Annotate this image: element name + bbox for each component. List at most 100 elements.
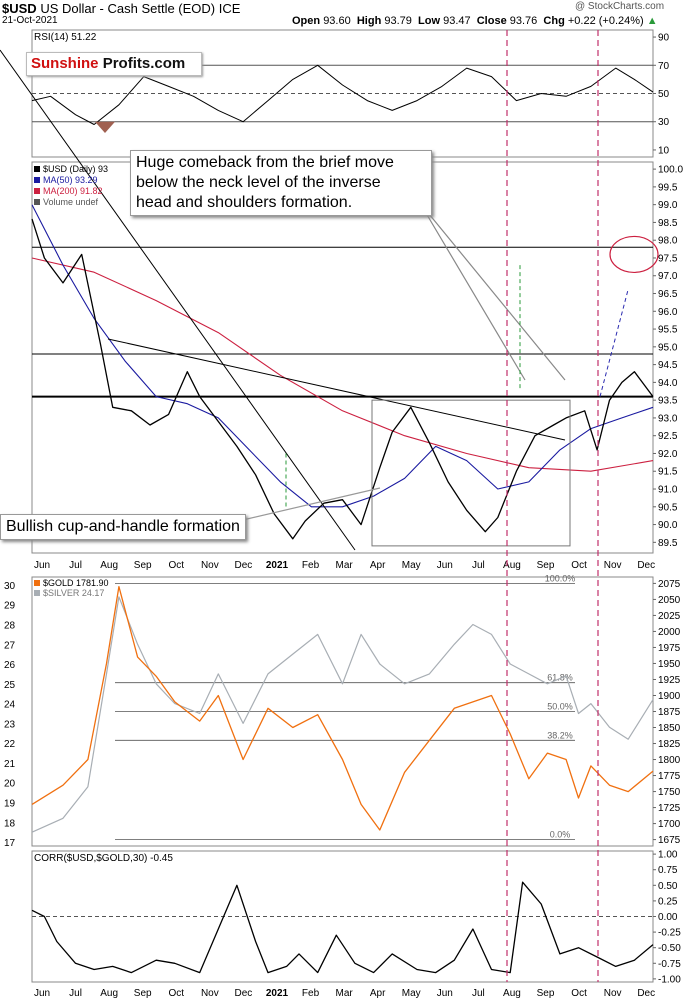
gold-axis-label-1: 1700 (658, 819, 681, 830)
usd-legend-2: MA(200) 91.82 (43, 186, 103, 196)
corr-x-label-16: Oct (571, 988, 587, 999)
corr-x-label-7: 2021 (266, 988, 289, 999)
usd-price-line (31, 218, 654, 540)
gold-axis-label-7: 1850 (658, 723, 681, 734)
usd-x-label-4: Oct (168, 560, 184, 571)
neckline (107, 338, 566, 441)
usd-x-label-7: 2021 (266, 560, 289, 571)
corr-x-label-2: Aug (100, 988, 118, 999)
corr-axis-label-2: -0.50 (658, 943, 681, 954)
usd-x-label-16: Oct (571, 560, 587, 571)
corr-x-label-10: Apr (370, 988, 386, 999)
usd-axis-label-4: 91.5 (658, 467, 678, 478)
chart-title: $USD US Dollar - Cash Settle (EOD) ICE (2, 1, 240, 16)
usd-axis-label-14: 96.5 (658, 289, 678, 300)
silver-axis-label-1: 18 (4, 818, 16, 829)
usd-panel-frame (31, 161, 654, 554)
cup-pointer (233, 487, 381, 523)
gold-legend-0: $GOLD 1781.90 (43, 578, 109, 588)
logo-part2: Profits.com (102, 55, 186, 72)
usd-x-label-18: Dec (637, 560, 655, 571)
silver-axis-label-0: 17 (4, 838, 16, 849)
corr-x-label-11: May (402, 988, 421, 999)
usd-axis-label-9: 94.0 (658, 378, 678, 389)
close-label: Close (476, 15, 507, 27)
usd-axis-label-11: 95.0 (658, 342, 678, 353)
usd-axis-label-10: 94.5 (658, 360, 678, 371)
usd-x-label-12: Jun (437, 560, 453, 571)
logo-part1: Sunshine (31, 55, 99, 72)
rsi-line (31, 64, 654, 125)
corr-x-label-17: Nov (604, 988, 622, 999)
corr-x-label-5: Nov (201, 988, 219, 999)
silver-axis-label-10: 27 (4, 640, 16, 651)
corr-axis-label-0: -1.00 (658, 974, 681, 985)
usd-ma50-line (31, 204, 654, 508)
chg-label: Chg (543, 15, 565, 27)
usd-x-label-2: Aug (100, 560, 118, 571)
gold-axis-label-11: 1950 (658, 659, 681, 670)
usd-x-label-15: Sep (537, 560, 555, 571)
usd-axis-label-21: 100.0 (658, 165, 683, 176)
usd-axis-label-17: 98.0 (658, 236, 678, 247)
usd-axis-label-1: 90.0 (658, 520, 678, 531)
usd-axis-label-6: 92.5 (658, 431, 678, 442)
gold-axis-label-8: 1875 (658, 707, 681, 718)
corr-x-label-15: Sep (537, 988, 555, 999)
usd-axis-label-8: 93.5 (658, 396, 678, 407)
usd-legend-swatch-0 (34, 166, 40, 172)
silver-axis-label-13: 30 (4, 581, 16, 592)
rsi-axis-label-1: 30 (658, 117, 670, 128)
usd-x-label-14: Aug (503, 560, 521, 571)
usd-x-label-0: Jun (34, 560, 50, 571)
close-value: 93.76 (509, 15, 538, 27)
chg-value: +0.22 (+0.24%) (567, 15, 644, 27)
gold-axis-label-4: 1775 (658, 771, 681, 782)
target-ellipse (609, 235, 659, 274)
open-value: 93.60 (323, 15, 351, 27)
projection-line (599, 289, 629, 397)
usd-x-label-8: Feb (302, 560, 320, 571)
comeback-line-1: Huge comeback from the brief move (136, 154, 394, 171)
rsi-axis-label-4: 90 (658, 33, 670, 44)
corr-x-label-0: Jun (34, 988, 50, 999)
exchange: ICE (218, 1, 241, 16)
usd-axis-label-12: 95.5 (658, 325, 678, 336)
gold-axis-label-3: 1750 (658, 787, 681, 798)
usd-legend-swatch-2 (34, 188, 40, 194)
usd-axis-label-0: 89.5 (658, 538, 678, 549)
gold-axis-label-9: 1900 (658, 691, 681, 702)
usd-axis-label-3: 91.0 (658, 485, 678, 496)
comeback-line-3: head and shoulders formation. (136, 194, 353, 211)
silver-axis-label-9: 26 (4, 660, 16, 671)
usd-x-label-11: May (402, 560, 421, 571)
corr-legend: CORR($USD,$GOLD,30) -0.45 (34, 853, 173, 864)
fib-label-4: 0.0% (550, 830, 571, 840)
comeback-annotation: Huge comeback from the brief move below … (130, 150, 432, 216)
gold-axis-label-16: 2075 (658, 579, 681, 590)
rsi-axis-label-2: 50 (658, 89, 670, 100)
open-label: Open (292, 15, 321, 27)
usd-x-label-13: Jul (472, 560, 485, 571)
cup-box (371, 399, 571, 547)
usd-axis-label-15: 97.0 (658, 271, 678, 282)
silver-axis-label-5: 22 (4, 739, 16, 750)
silver-line (31, 596, 654, 833)
gold-axis-label-5: 1800 (658, 755, 681, 766)
usd-x-label-10: Apr (370, 560, 386, 571)
corr-axis-label-8: 1.00 (658, 850, 678, 861)
instrument-name: US Dollar - Cash Settle (EOD) (40, 1, 216, 16)
usd-x-label-17: Nov (604, 560, 622, 571)
silver-axis-label-11: 28 (4, 620, 16, 631)
usd-axis-label-7: 93.0 (658, 413, 678, 424)
corr-axis-label-5: 0.25 (658, 896, 678, 907)
usd-axis-label-5: 92.0 (658, 449, 678, 460)
corr-axis-label-4: 0.00 (658, 912, 678, 923)
usd-axis-label-19: 99.0 (658, 200, 678, 211)
gold-axis-label-10: 1925 (658, 675, 681, 686)
low-value: 93.47 (443, 15, 471, 27)
gold-line (31, 585, 654, 831)
gold-legend-swatch-0 (34, 580, 40, 586)
fib-label-1: 61.8% (547, 673, 573, 683)
